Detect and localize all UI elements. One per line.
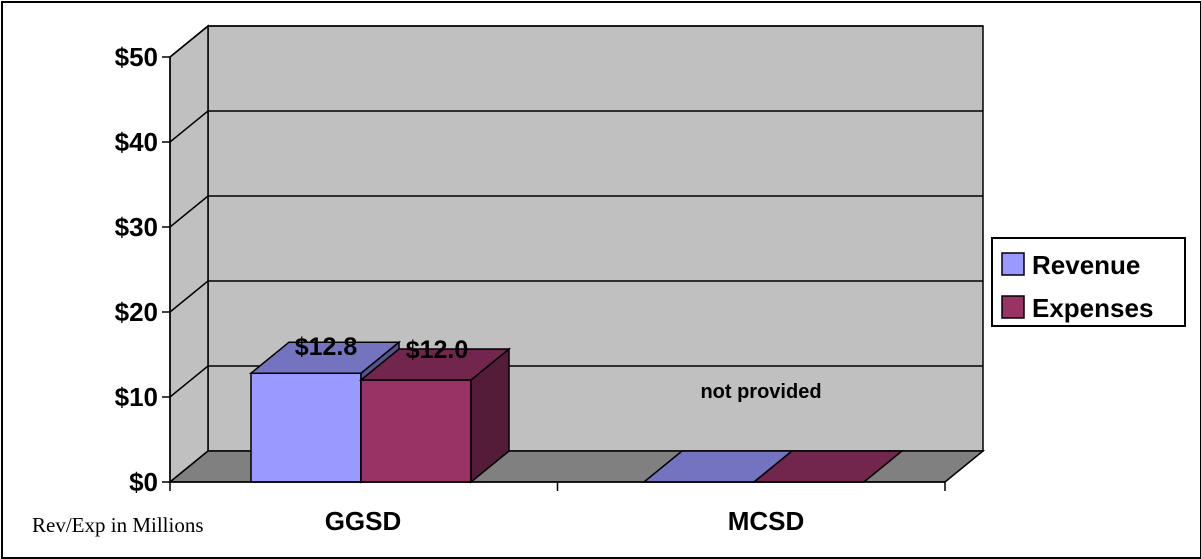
legend-label-revenue: Revenue	[1032, 250, 1140, 280]
not-provided-annotation: not provided	[700, 381, 821, 403]
legend-label-expenses: Expenses	[1032, 293, 1153, 323]
bar-front-ggsd-expenses	[360, 379, 472, 483]
gridline	[169, 280, 983, 313]
y-tick-label: $50	[115, 42, 158, 72]
y-tick-label: $30	[115, 212, 158, 242]
units-footnote: Rev/Exp in Millions	[32, 513, 204, 537]
legend: Revenue Expenses	[991, 237, 1186, 327]
bar-ggsd-expenses	[358, 347, 512, 484]
y-tick-label: $10	[115, 382, 158, 412]
side-wall	[169, 24, 209, 484]
gridline	[169, 25, 983, 58]
y-tick-label: $20	[115, 297, 158, 327]
legend-swatch-expenses	[1001, 295, 1025, 319]
gridline	[169, 365, 983, 398]
data-label-ggsd-revenue: $12.8	[295, 333, 358, 361]
y-tick-label: $40	[115, 127, 158, 157]
category-label-mcsd: MCSD	[728, 506, 805, 536]
category-label-ggsd: GGSD	[325, 506, 402, 536]
bar-top-ggsd-expenses	[358, 348, 512, 381]
bar-top-ggsd-revenue	[248, 341, 402, 374]
gridline	[169, 110, 983, 143]
legend-swatch-revenue	[1001, 252, 1025, 276]
bar-front-ggsd-revenue	[250, 372, 362, 483]
y-tick-label: $0	[129, 467, 158, 497]
gridline	[169, 195, 983, 228]
data-label-ggsd-expenses: $12.0	[406, 336, 469, 364]
